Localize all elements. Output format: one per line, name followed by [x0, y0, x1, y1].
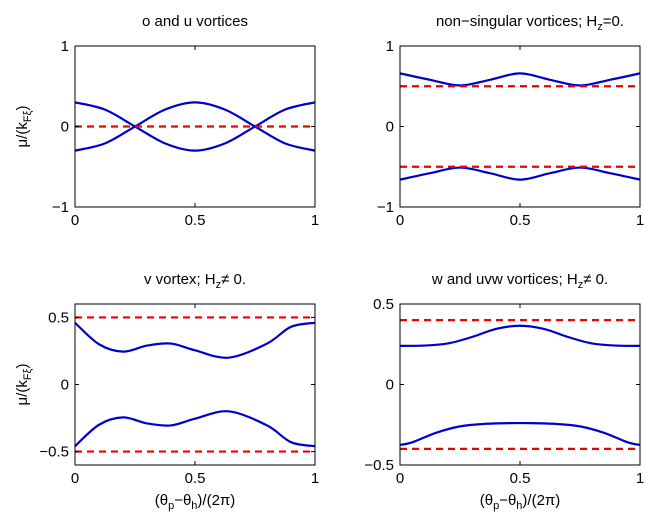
axes-frame: [74, 303, 316, 466]
y-tick-label: 0: [61, 119, 69, 136]
series-line-2: [400, 421, 640, 446]
series-line-2: [75, 410, 315, 448]
axes-frame: [399, 45, 641, 208]
x-axis-label: (θp​−θh​)/(2π): [480, 492, 561, 512]
y-tick-label: 0.5: [48, 309, 69, 326]
series-group: [75, 101, 315, 152]
x-tick-label: 1: [311, 212, 319, 229]
subplot-title: o and u vortices: [142, 13, 248, 30]
series-line-1: [75, 321, 315, 359]
series-group: [400, 72, 640, 181]
series-line-1: [400, 324, 640, 347]
y-tick-label: 1: [61, 38, 69, 55]
series-line-2: [75, 101, 315, 152]
y-tick-label: −1: [52, 199, 69, 216]
series-line-1: [75, 101, 315, 152]
series-group: [75, 316, 315, 453]
series-group: [400, 319, 640, 450]
y-tick-label: 0: [61, 377, 69, 394]
y-tick-label: 0: [386, 377, 394, 394]
subplot-title: non−singular vortices; Hz​=0.: [436, 13, 624, 33]
x-axis-label: (θp​−θh​)/(2π): [155, 492, 236, 512]
x-tick-label: 0.5: [185, 212, 206, 229]
x-tick-label: 1: [311, 470, 319, 487]
x-tick-label: 0: [71, 470, 79, 487]
y-tick-label: 0: [386, 119, 394, 136]
y-tick-label: −0.5: [39, 444, 69, 461]
x-tick-label: 0: [396, 212, 404, 229]
y-axis-label: μ/(kFξ​): [14, 364, 34, 406]
x-tick-label: 0.5: [510, 212, 531, 229]
x-tick-label: 0: [71, 212, 79, 229]
x-tick-label: 1: [636, 470, 644, 487]
x-tick-label: 0.5: [185, 470, 206, 487]
subplot-title: w and uvw vortices; Hz​≠ 0.: [431, 271, 608, 291]
x-tick-label: 0: [396, 470, 404, 487]
y-tick-label: −0.5: [364, 457, 394, 474]
y-tick-label: −1: [377, 199, 394, 216]
series-line-2: [400, 166, 640, 181]
subplot-title: v vortex; Hz​≠ 0.: [144, 271, 246, 291]
y-axis-label: μ/(kFξ​): [14, 106, 34, 148]
series-line-1: [400, 72, 640, 87]
axes-frame: [399, 303, 641, 466]
y-tick-label: 0.5: [373, 296, 394, 313]
x-tick-label: 0.5: [510, 470, 531, 487]
subplot-4: 00.51−0.500.5w and uvw vortices; Hz​≠ 0.…: [364, 271, 644, 512]
y-tick-label: 1: [386, 38, 394, 55]
x-tick-label: 1: [636, 212, 644, 229]
subplot-3: 00.51−0.500.5v vortex; Hz​≠ 0.(θp​−θh​)/…: [14, 271, 319, 512]
